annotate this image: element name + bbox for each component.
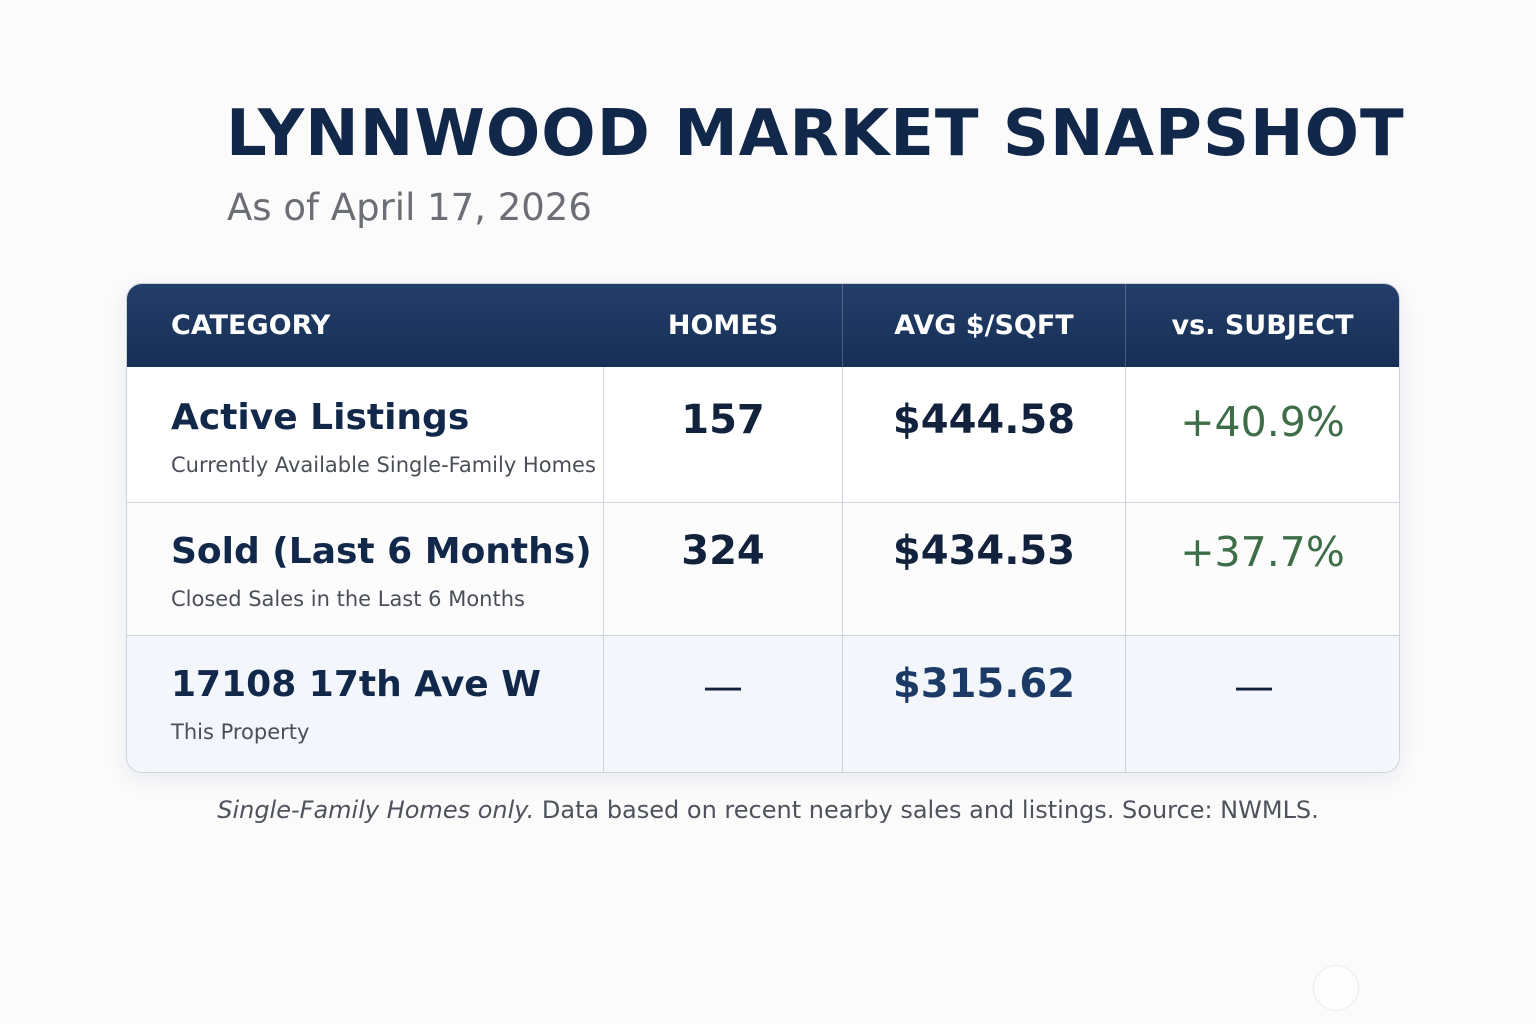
row-description: Closed Sales in the Last 6 Months bbox=[171, 587, 525, 611]
row-category: 17108 17th Ave W bbox=[171, 664, 541, 705]
header-divider bbox=[842, 284, 843, 367]
page-subtitle-date: As of April 17, 2026 bbox=[227, 186, 592, 229]
corner-circle bbox=[1313, 965, 1359, 1011]
row-homes: — bbox=[703, 664, 743, 710]
row-avg-sqft: $315.62 bbox=[892, 661, 1076, 707]
header-homes: HOMES bbox=[667, 310, 779, 341]
row-homes: 157 bbox=[681, 397, 765, 443]
row-category: Active Listings bbox=[171, 397, 470, 438]
row-description: Currently Available Single-Family Homes bbox=[171, 453, 596, 477]
table-header: CATEGORY HOMES AVG $/SQFT vs. SUBJECT bbox=[127, 284, 1399, 367]
row-avg-sqft: $434.53 bbox=[892, 528, 1076, 574]
header-divider bbox=[1125, 284, 1126, 367]
row-description: This Property bbox=[171, 720, 310, 744]
market-table: CATEGORY HOMES AVG $/SQFT vs. SUBJECT Ac… bbox=[126, 283, 1400, 773]
table-row-subject: 17108 17th Ave W This Property — $315.62… bbox=[127, 635, 1399, 772]
column-divider bbox=[842, 367, 843, 772]
column-divider bbox=[1125, 367, 1126, 772]
header-vs-subject: vs. SUBJECT bbox=[1171, 310, 1354, 341]
row-vs-subject: — bbox=[1234, 664, 1274, 710]
row-vs-subject: +37.7% bbox=[1180, 528, 1345, 576]
page-title: LYNNWOOD MARKET SNAPSHOT bbox=[226, 97, 1405, 171]
table-row: Sold (Last 6 Months) Closed Sales in the… bbox=[127, 502, 1399, 636]
row-category: Sold (Last 6 Months) bbox=[171, 531, 592, 572]
row-vs-subject: +40.9% bbox=[1180, 398, 1345, 446]
footnote-text: Data based on recent nearby sales and li… bbox=[534, 796, 1319, 824]
footnote: Single-Family Homes only. Data based on … bbox=[0, 796, 1536, 824]
header-category: CATEGORY bbox=[171, 310, 331, 341]
row-avg-sqft: $444.58 bbox=[892, 397, 1076, 443]
column-divider bbox=[603, 367, 604, 772]
footnote-italic: Single-Family Homes only. bbox=[217, 796, 535, 824]
header-avg-sqft: AVG $/SQFT bbox=[894, 310, 1074, 341]
row-homes: 324 bbox=[681, 528, 765, 574]
table-row: Active Listings Currently Available Sing… bbox=[127, 367, 1399, 502]
